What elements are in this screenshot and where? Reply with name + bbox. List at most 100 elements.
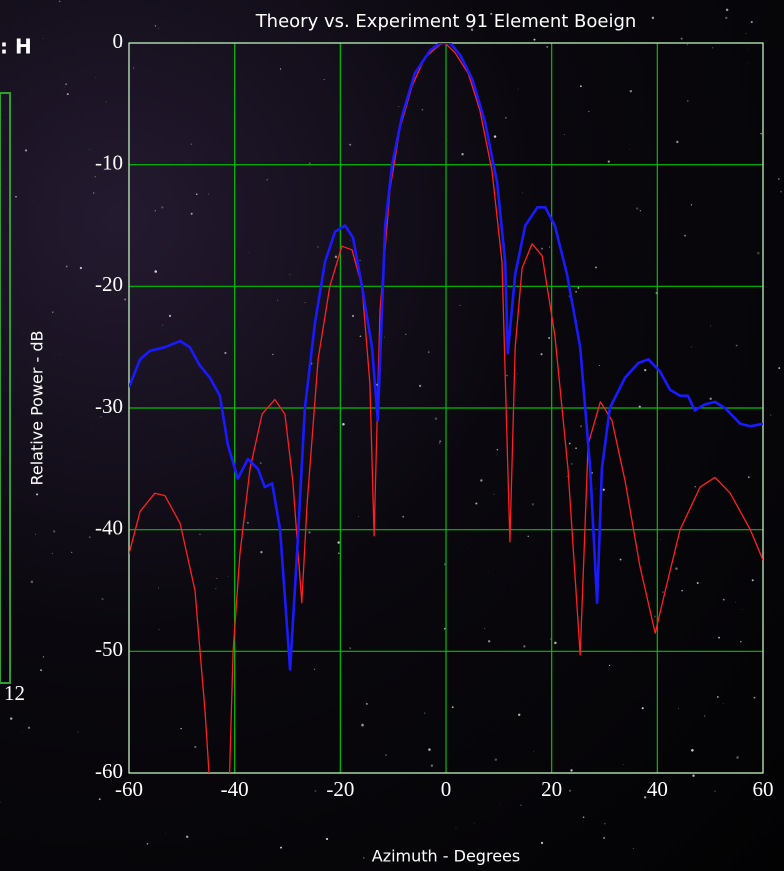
star: [709, 325, 712, 327]
star: [757, 251, 760, 255]
star: [30, 580, 34, 584]
star: [418, 384, 422, 388]
star: [10, 717, 13, 720]
y-tick-label: -60: [95, 759, 123, 783]
star: [748, 48, 749, 50]
star: [434, 417, 438, 420]
star: [517, 88, 519, 90]
star: [334, 255, 338, 259]
star: [622, 764, 624, 765]
star: [248, 252, 250, 253]
star: [582, 816, 585, 819]
star: [487, 640, 491, 643]
star: [325, 837, 329, 841]
star: [570, 769, 573, 772]
star: [105, 101, 107, 103]
star: [405, 333, 407, 336]
star: [571, 764, 573, 765]
star: [77, 731, 79, 733]
star: [740, 640, 742, 643]
star: [533, 38, 536, 41]
star: [619, 558, 622, 561]
star: [632, 848, 634, 850]
star: [780, 190, 782, 193]
star: [93, 192, 95, 194]
star: [120, 45, 123, 47]
star: [42, 38, 44, 39]
star: [279, 68, 282, 70]
star: [342, 422, 345, 426]
star: [690, 204, 693, 206]
star: [51, 552, 54, 555]
star: [725, 16, 728, 20]
star: [124, 298, 127, 301]
star: [722, 598, 725, 601]
star: [144, 461, 146, 462]
star: [390, 28, 391, 29]
star: [470, 28, 474, 31]
star: [742, 609, 744, 610]
star: [165, 832, 166, 834]
star: [704, 715, 706, 717]
star: [21, 731, 23, 733]
star: [260, 551, 263, 554]
star: [588, 110, 590, 113]
star: [190, 212, 193, 215]
star: [531, 503, 535, 506]
star: [725, 8, 729, 12]
star: [25, 149, 28, 152]
star: [227, 576, 229, 577]
star: [35, 533, 37, 535]
star: [146, 842, 149, 845]
star: [427, 351, 430, 353]
star: [521, 192, 523, 194]
star: [280, 846, 283, 849]
star: [494, 758, 498, 761]
star: [443, 627, 446, 630]
star: [577, 286, 580, 289]
star: [595, 266, 597, 269]
star: [40, 384, 42, 387]
star: [71, 551, 73, 554]
fragment-axis: [0, 92, 11, 684]
star: [247, 521, 249, 524]
star: [168, 314, 172, 318]
star: [98, 798, 101, 801]
star: [455, 827, 457, 829]
star: [154, 210, 156, 212]
star: [546, 45, 549, 48]
star: [272, 353, 274, 356]
star: [676, 140, 679, 144]
star: [747, 476, 750, 479]
star: [308, 531, 311, 534]
star: [540, 353, 543, 356]
star: [40, 669, 43, 672]
star: [692, 774, 695, 777]
y-tick-label: 0: [113, 29, 124, 53]
star: [15, 196, 17, 198]
star: [439, 440, 442, 443]
star: [490, 12, 493, 15]
star: [69, 358, 70, 360]
star: [62, 93, 64, 95]
star: [359, 259, 361, 261]
star: [607, 160, 610, 163]
star: [42, 656, 45, 658]
star: [533, 751, 535, 752]
star: [718, 636, 720, 639]
star: [484, 628, 486, 629]
star: [361, 723, 364, 727]
star: [438, 442, 441, 444]
star: [644, 368, 647, 372]
star: [358, 516, 359, 517]
star: [716, 696, 719, 698]
star: [365, 702, 368, 705]
star: [157, 27, 159, 29]
star: [277, 299, 279, 301]
star: [65, 83, 67, 85]
star: [680, 37, 683, 40]
star: [603, 836, 606, 839]
star: [639, 210, 641, 212]
y-tick-label: -10: [95, 150, 123, 174]
